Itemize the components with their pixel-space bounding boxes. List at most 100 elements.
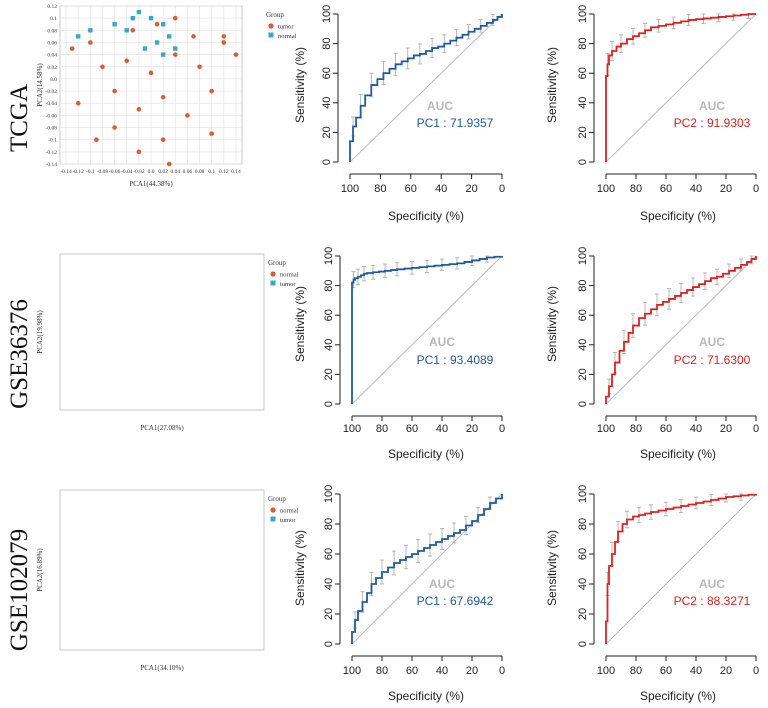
point-tumor: [197, 64, 202, 70]
row-label: GSE36376: [0, 236, 40, 472]
y-tick-label: 0.0: [50, 77, 57, 83]
y-tick-label: 80: [323, 518, 335, 530]
diagonal-reference: [351, 493, 503, 645]
pca-plot: PCA1(34.10%) PCA2(16.89%) Group normal t…: [36, 489, 299, 672]
x-tick-label: 0: [753, 665, 759, 677]
diagonal-reference: [351, 255, 503, 405]
legend-item: tumor: [270, 280, 296, 288]
x-tick-label: 20: [720, 183, 732, 195]
auc-title: AUC: [429, 335, 455, 349]
row-label: TCGA: [0, 0, 40, 236]
auc-value: PC2 : 71.6300: [674, 353, 751, 367]
x-axis: 100 80 60 40 20 0: [597, 415, 759, 435]
x-tick-label: 40: [435, 183, 447, 195]
x-tick-label: 0: [753, 183, 759, 195]
y-tick-label: 100: [577, 5, 589, 23]
x-tick-label: -0.12: [72, 169, 84, 175]
pca-panel: -0.14 -0.12 -0.1 -0.08 -0.06 -0.04 -0.02 0.0 0.0…: [36, 0, 300, 236]
y-tick-label: 60: [323, 548, 335, 560]
point-tumor: [88, 40, 93, 45]
point-tumor: [130, 28, 136, 33]
y-axis-label: Sensitivity (%): [293, 47, 307, 123]
x-tick-label: 80: [630, 423, 642, 435]
y-tick-label: 60: [577, 309, 589, 321]
plot-area: [59, 253, 265, 411]
y-tick-label: 100: [323, 485, 335, 503]
point-tumor: [221, 34, 227, 39]
auc-title: AUC: [429, 577, 455, 591]
roc-curve: [605, 255, 757, 405]
point-tumor: [233, 52, 239, 57]
y-axis-label: PCA2(16.89%): [36, 548, 44, 592]
x-tick-label: 100: [341, 183, 359, 195]
auc-value: PC1 : 67.6942: [417, 594, 494, 608]
point-tumor: [94, 137, 99, 142]
x-axis-label: Specificity (%): [640, 447, 716, 461]
y-tick-label: 20: [577, 126, 589, 138]
y-tick-label: 0.02: [47, 65, 57, 71]
x-tick-label: 40: [436, 423, 448, 435]
point-tumor: [172, 15, 178, 21]
legend-label: tumor: [280, 281, 296, 288]
x-tick-label: 0.08: [195, 169, 205, 175]
x-tick-label: 0.1: [208, 169, 215, 175]
point-normal: [76, 34, 81, 39]
y-tick-label: 40: [323, 339, 335, 351]
x-axis: 100 80 60 40 20 0: [597, 655, 759, 677]
point-normal: [88, 28, 93, 33]
legend-title: Group: [268, 495, 286, 503]
y-tick-label: -0.08: [46, 126, 58, 132]
y-axis-label: Sensitivity (%): [545, 286, 559, 362]
x-tick-label: -0.04: [121, 169, 133, 175]
auc-title: AUC: [699, 99, 725, 113]
x-axis-label: PCA1(34.10%): [140, 664, 184, 672]
point-tumor: [166, 161, 172, 167]
x-axis-label: Specificity (%): [640, 209, 716, 223]
y-tick-label: -0.02: [46, 89, 58, 95]
y-tick-label: -0.1: [48, 138, 57, 144]
point-tumor: [100, 64, 105, 70]
x-tick-label: -0.06: [109, 169, 121, 175]
grid: [60, 5, 242, 165]
point-tumor: [112, 88, 117, 94]
x-tick-label: 80: [374, 183, 386, 195]
point-normal: [148, 15, 154, 21]
legend-label: tumor: [280, 517, 296, 524]
y-tick-label: 0: [321, 159, 333, 165]
y-axis: 0 20 40 60 80 100: [577, 5, 595, 165]
row-label: GSE102079: [0, 472, 40, 708]
roc-panel: 0 20 40 60 80 100 100 80 60 40 20 0 Sensitivity (%…: [544, 472, 768, 708]
point-normal: [112, 22, 117, 27]
roc-plot: 0 20 40 60 80 100 100 80 60 40 20 0 Sensitivity (%…: [293, 5, 505, 223]
roc-panel: 0 20 40 60 80 100 100 80 60 40 20 0 Sensitivity (%…: [292, 236, 520, 472]
x-axis: 100 80 60 40 20 0: [343, 415, 505, 435]
x-tick-label: 20: [465, 183, 477, 195]
point-normal: [160, 52, 166, 57]
roc-curve: [351, 493, 503, 645]
roc-line: [351, 255, 503, 404]
x-tick-label: -0.14: [60, 169, 72, 175]
roc-panel: 0 20 40 60 80 100 100 80 60 40 20 0 Sensitivity (%…: [292, 472, 520, 708]
x-tick-label: 80: [630, 183, 642, 195]
roc-line: [351, 494, 503, 644]
plot-area: [59, 489, 265, 651]
y-tick-label: 60: [323, 309, 335, 321]
y-tick-label: 100: [321, 5, 333, 23]
y-axis-label: PCA2(19.98%): [36, 310, 44, 354]
roc-plot: 0 20 40 60 80 100 100 80 60 40 20 0 Sensitivity (%…: [545, 485, 759, 703]
pca-plot: PCA1(27.08%) PCA2(19.98%) Group normal t…: [36, 253, 299, 432]
y-tick-label: 80: [321, 37, 333, 49]
x-tick-label: 60: [660, 183, 672, 195]
y-axis: 0 20 40 60 80 100: [323, 247, 341, 407]
auc-title: AUC: [699, 577, 725, 591]
y-tick-label: 0: [577, 401, 589, 407]
roc-plot: 0 20 40 60 80 100 100 80 60 40 20 0 Sensitivity (%…: [545, 247, 759, 461]
y-tick-label: 80: [577, 279, 589, 291]
y-tick-label: 100: [577, 247, 589, 265]
roc-panel: 0 20 40 60 80 100 100 80 60 40 20 0 Sensitivity (%…: [544, 0, 768, 236]
y-tick-label: 80: [577, 518, 589, 530]
row-gse102079: GSE102079 PCA1(34.10%) PCA2(16.89%) Grou…: [0, 472, 768, 708]
pca-plot: -0.14-0.12 -0.1 -0.08 -0.06-0.04 -0.02 0.0 0.0…: [36, 4, 297, 188]
y-axis: 0 20 40 60 80 100: [323, 485, 341, 647]
